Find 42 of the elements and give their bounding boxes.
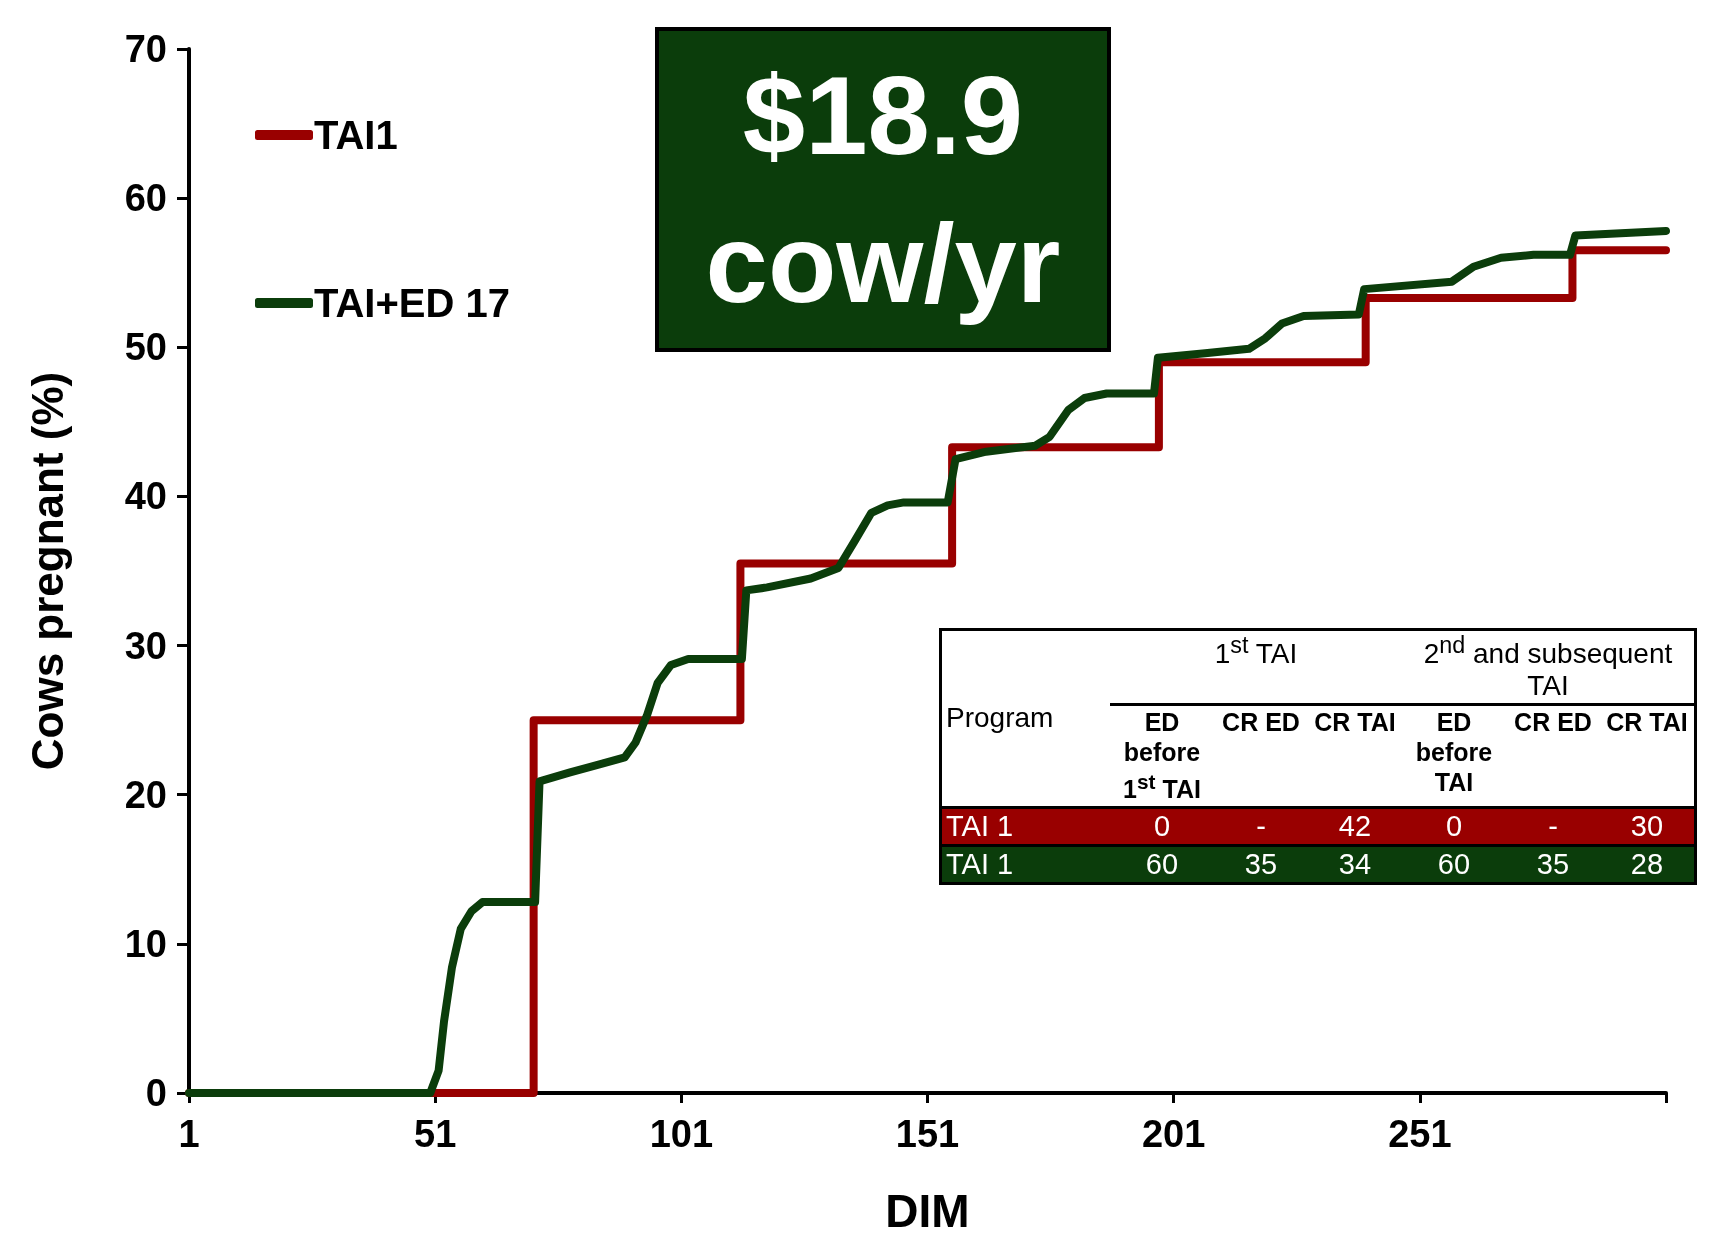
annotation: CR TAI	[1308, 704, 1402, 808]
annotation: 1$^{st}$ TAI	[1213, 631, 1299, 672]
annotation: 42	[1308, 807, 1402, 846]
y-tick-label: 60	[124, 177, 167, 220]
legend-label: TAI+ED 17	[314, 281, 510, 325]
x-axis-title: DIM	[885, 1185, 970, 1237]
annotation: 0	[1110, 807, 1214, 846]
annotation: $18.9 cow/yr	[655, 27, 1111, 352]
y-tick-label: 40	[124, 475, 167, 518]
x-tick-label: 1	[178, 1113, 200, 1155]
annotation: 35	[1214, 845, 1308, 884]
x-tick-label: 101	[649, 1113, 714, 1155]
annotation: 28	[1600, 845, 1696, 884]
y-tick-label: 0	[145, 1072, 167, 1114]
y-tick-label: 50	[124, 326, 167, 369]
x-tick-label: 251	[1388, 1113, 1452, 1155]
y-tick-label: 30	[124, 624, 167, 667]
annotation: TAI 1	[940, 807, 1110, 846]
annotation: -	[1214, 807, 1308, 846]
x-tick-label: 151	[895, 1113, 960, 1155]
annotation: TAI 1	[940, 845, 1110, 884]
annotation: CR ED	[1214, 704, 1308, 808]
legend-label: TAI1	[314, 113, 398, 157]
y-tick-label: 20	[124, 773, 167, 816]
annotation: 35	[1506, 845, 1600, 884]
y-tick-label: 10	[124, 922, 167, 965]
y-axis-title: Cows pregnant (%)	[22, 371, 72, 771]
y-tick-label: 70	[124, 28, 167, 70]
annotation: ED before TAI	[1402, 704, 1506, 808]
annotation: -	[1506, 807, 1600, 846]
annotation: 0	[1402, 807, 1506, 846]
annotation: 60	[1110, 845, 1214, 884]
annotation: 34	[1308, 845, 1402, 884]
annotation: Program	[945, 701, 1055, 736]
x-tick-label: 51	[414, 1113, 457, 1155]
annotation: CR ED	[1506, 704, 1600, 808]
annotation: ED before 1$^{st}$ TAI	[1110, 704, 1214, 808]
annotation: CR TAI	[1600, 704, 1696, 808]
annotation: 30	[1600, 807, 1696, 846]
annotation: 2$^{nd}$ and subsequent TAI	[1422, 631, 1674, 704]
annotation: 60	[1402, 845, 1506, 884]
x-tick-label: 201	[1141, 1113, 1206, 1155]
